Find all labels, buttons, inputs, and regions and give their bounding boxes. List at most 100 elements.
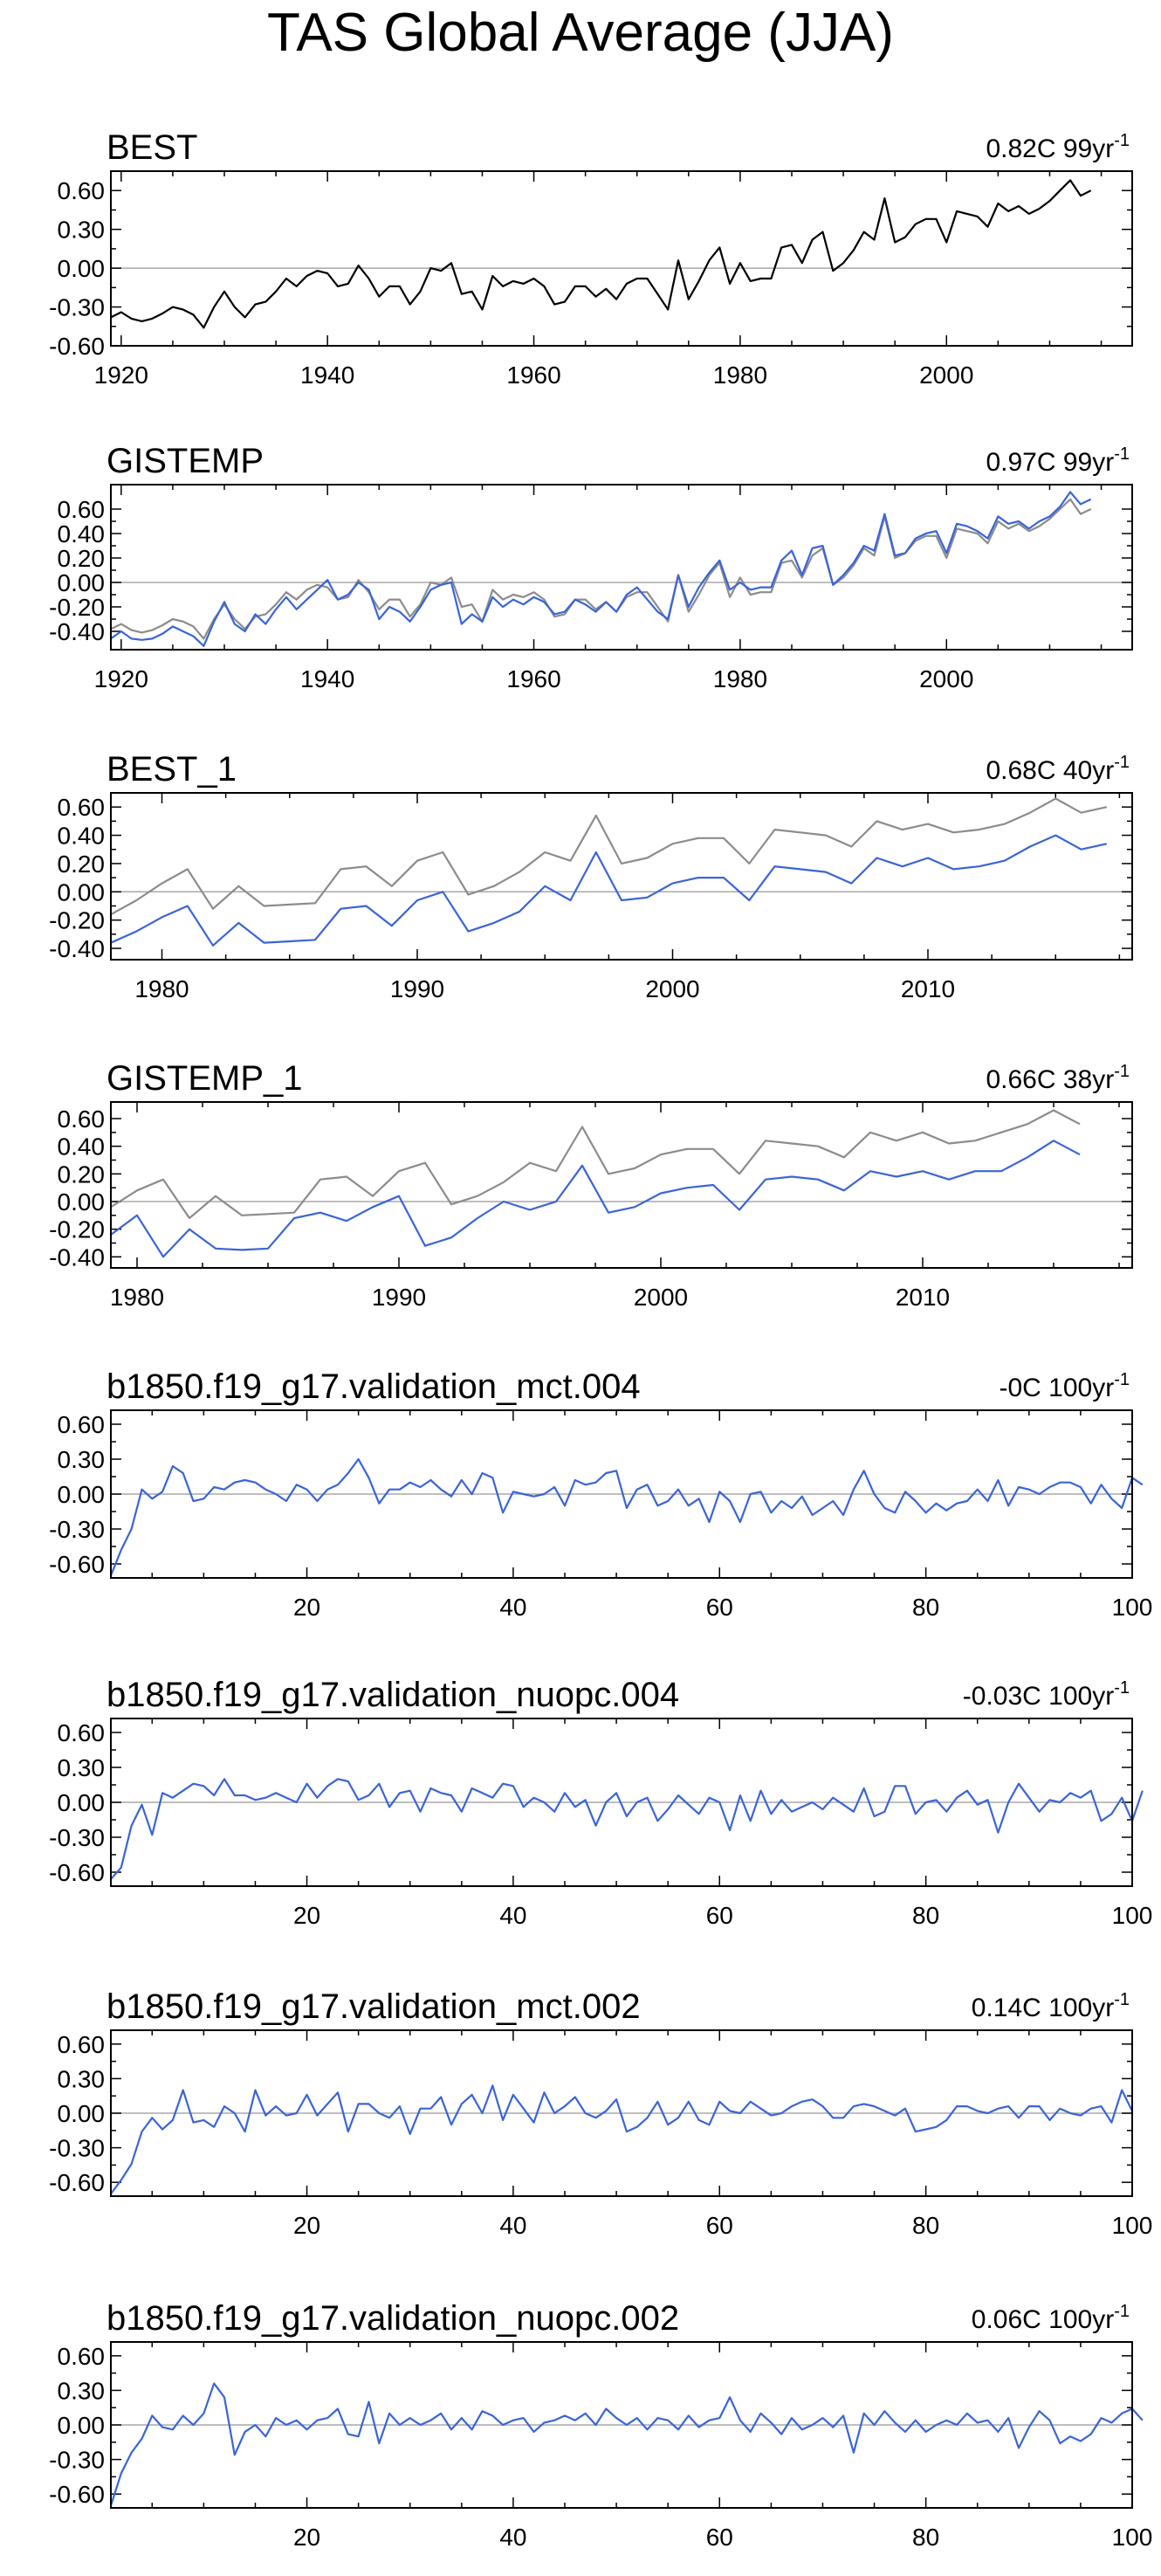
series-line-b1850-f19-g17-validation-nuopc-002 (109, 2382, 1144, 2506)
y-tick-label: -0.20 (49, 907, 105, 934)
y-tick-label: 0.60 (58, 1719, 106, 1746)
chart-panel-gistemp: GISTEMP 0.97C 99yr-1 -0.40-0.200.000.200.4… (49, 442, 1133, 692)
chart-panel-gistemp-1: GISTEMP_1 0.66C 38yr-1-0.40-0.200.000.200… (49, 1059, 1133, 1311)
trend-value: 0.68C 40yr (986, 756, 1114, 785)
y-tick-label: 0.00 (58, 569, 106, 596)
plot-frame (110, 1409, 1133, 1579)
plot-frame (110, 484, 1133, 651)
y-tick-label: 0.00 (58, 1188, 106, 1216)
x-tick-label: 60 (706, 2524, 733, 2551)
trend-superscript: -1 (1114, 1370, 1130, 1389)
y-tick-label: -0.30 (49, 1824, 105, 1851)
series-line-gistemp (110, 491, 1092, 647)
x-tick-label: 40 (499, 1594, 526, 1621)
plot-frame (110, 1718, 1133, 1887)
y-tick-label: -0.30 (49, 2135, 105, 2162)
y-tick-label: -0.30 (49, 2447, 105, 2474)
y-tick-label: -0.20 (49, 1216, 105, 1243)
y-tick-label: 0.00 (58, 2100, 106, 2127)
x-tick-label: 2000 (919, 362, 973, 389)
trend-value: -0C 100yr (999, 1374, 1114, 1402)
trend-superscript: -1 (1114, 131, 1130, 150)
y-tick-label: -0.60 (49, 333, 105, 360)
series-line-best-1 (110, 834, 1108, 947)
trend-label: 0.14C 100yr-1 (972, 1990, 1130, 2022)
y-tick-label: 0.60 (58, 2343, 106, 2370)
chart-panel-best: BEST 0.82C 99yr-1 -0.60 -0.30 0.00 0.30 0.60 19… (49, 128, 1133, 389)
y-tick-label: 0.30 (58, 217, 106, 244)
panel-title: b1850.f19_g17.validation_mct.002 (106, 1987, 641, 2026)
x-tick-label: 40 (499, 2524, 526, 2551)
y-tick-label: 0.40 (58, 520, 106, 548)
y-tick-label: 0.20 (58, 545, 106, 572)
x-tick-label: 60 (706, 2212, 733, 2239)
y-tick-label: 0.60 (58, 1411, 106, 1438)
x-tick-label: 2000 (634, 1284, 688, 1311)
trend-value: 0.06C 100yr (972, 2305, 1114, 2334)
y-tick-label: 0.30 (58, 2065, 106, 2092)
trend-value: 0.66C 38yr (986, 1065, 1114, 1094)
trend-label: -0C 100yr-1 (999, 1370, 1130, 1402)
trend-superscript: -1 (1114, 1990, 1130, 2009)
series-line-gistemp-1 (110, 1140, 1081, 1258)
trend-value: 0.14C 100yr (972, 1994, 1114, 2022)
x-tick-label: 40 (499, 1902, 526, 1929)
x-tick-label: 2010 (896, 1284, 950, 1311)
y-tick-label: 0.20 (58, 851, 106, 878)
chart-panel-b1850-f19-g17-validation-mct-002: b1850.f19_g17.validation_mct.002 0.14C 10… (49, 1987, 1152, 2239)
series-line-gistemp (110, 1109, 1081, 1220)
x-tick-label: 2010 (901, 975, 955, 1002)
x-tick-label: 1940 (300, 362, 354, 389)
x-tick-label: 100 (1112, 2212, 1153, 2239)
y-tick-label: 0.30 (58, 2377, 106, 2404)
trend-value: 0.82C 99yr (986, 134, 1114, 163)
x-tick-label: 1960 (506, 362, 560, 389)
y-tick-label: -0.40 (49, 935, 105, 962)
chart-panel-b1850-f19-g17-validation-nuopc-004: b1850.f19_g17.validation_nuopc.004 -0.03C… (49, 1676, 1152, 1929)
y-tick-label: -0.30 (49, 1516, 105, 1543)
y-tick-label: -0.40 (49, 1243, 105, 1271)
y-tick-label: 0.60 (58, 794, 106, 821)
plot-frame (110, 2341, 1133, 2509)
y-tick-label: 0.60 (58, 177, 106, 204)
trend-label: 0.82C 99yr-1 (986, 131, 1130, 163)
chart-panel-b1850-f19-g17-validation-mct-004: b1850.f19_g17.validation_mct.004 -0C 100y… (49, 1367, 1152, 1621)
trend-superscript: -1 (1114, 753, 1130, 772)
x-tick-label: 20 (293, 2212, 320, 2239)
y-tick-label: 0.00 (58, 255, 106, 282)
x-tick-label: 80 (912, 1594, 939, 1621)
plot-frame (110, 170, 1133, 347)
panel-title: GISTEMP_1 (106, 1059, 303, 1098)
plot-frame (110, 792, 1133, 961)
x-tick-label: 40 (499, 2212, 526, 2239)
x-tick-label: 80 (912, 2212, 939, 2239)
series-line-b1850-f19-g17-validation-mct-002 (110, 2084, 1133, 2195)
y-tick-label: 0.00 (58, 878, 106, 906)
trend-value: -0.03C 100yr (963, 1682, 1114, 1711)
x-tick-label: 100 (1112, 1902, 1153, 1929)
y-tick-label: 0.60 (58, 2031, 106, 2058)
y-tick-label: 0.00 (58, 1789, 106, 1816)
trend-label: 0.06C 100yr-1 (972, 2302, 1130, 2334)
x-tick-label: 80 (912, 1902, 939, 1929)
x-tick-label: 20 (293, 2524, 320, 2551)
y-tick-label: 0.20 (58, 1161, 106, 1188)
series-line-best (110, 797, 1108, 916)
chart-panel-best-1: BEST_1 0.68C 40yr-1 -0.40-0.200.000.200.40… (49, 750, 1133, 1002)
trend-label: 0.97C 99yr-1 (986, 444, 1130, 477)
y-tick-label: -0.60 (49, 2169, 105, 2196)
x-tick-label: 80 (912, 2524, 939, 2551)
x-tick-label: 2000 (919, 665, 973, 692)
panel-title: BEST_1 (106, 750, 237, 789)
y-tick-label: 0.30 (58, 1446, 106, 1473)
x-tick-label: 20 (293, 1902, 320, 1929)
chart-panel-b1850-f19-g17-validation-nuopc-002: b1850.f19_g17.validation_nuopc.002 0.06C … (49, 2299, 1152, 2551)
series-line-b1850-f19-g17-validation-mct-004 (109, 1457, 1144, 1576)
x-tick-label: 1990 (390, 975, 444, 1002)
y-tick-label: 0.60 (58, 1105, 106, 1133)
x-tick-label: 100 (1112, 1594, 1153, 1621)
x-tick-label: 1990 (372, 1284, 426, 1311)
y-tick-label: 0.40 (58, 1133, 106, 1161)
x-tick-label: 1960 (506, 665, 560, 692)
